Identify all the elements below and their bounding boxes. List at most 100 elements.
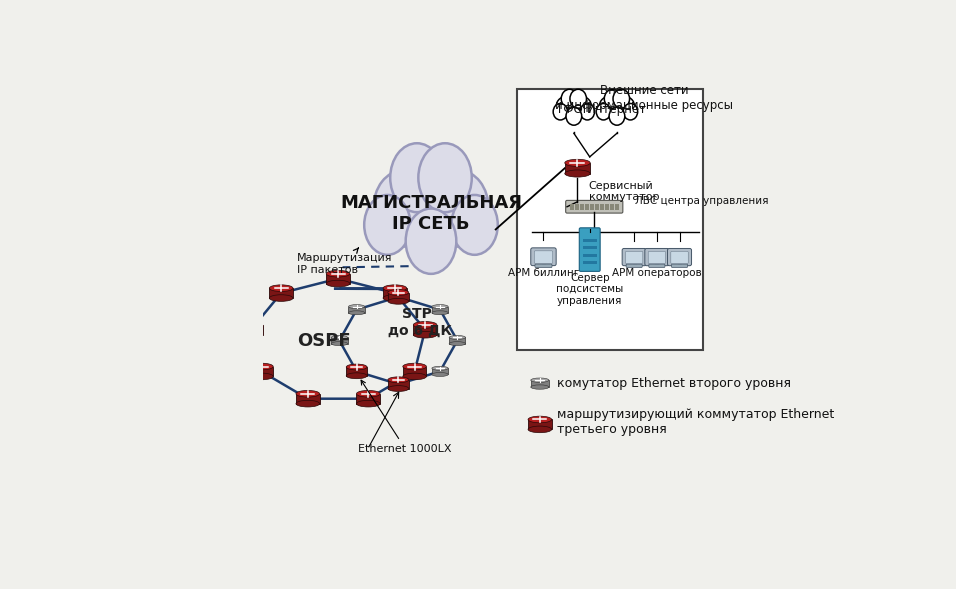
Ellipse shape	[413, 322, 437, 328]
Ellipse shape	[623, 104, 638, 120]
FancyBboxPatch shape	[671, 264, 687, 267]
FancyBboxPatch shape	[517, 89, 703, 350]
FancyBboxPatch shape	[402, 366, 426, 376]
Ellipse shape	[451, 195, 498, 255]
Ellipse shape	[383, 285, 406, 292]
Ellipse shape	[617, 97, 635, 118]
Ellipse shape	[402, 363, 426, 370]
FancyBboxPatch shape	[432, 368, 448, 375]
FancyBboxPatch shape	[239, 325, 263, 335]
FancyBboxPatch shape	[566, 200, 623, 213]
Text: АРМ операторов: АРМ операторов	[612, 268, 702, 278]
Ellipse shape	[528, 426, 552, 433]
FancyBboxPatch shape	[667, 249, 691, 266]
Text: ЛВС центра управления: ЛВС центра управления	[635, 196, 769, 206]
Ellipse shape	[349, 305, 365, 309]
Ellipse shape	[613, 90, 630, 108]
FancyBboxPatch shape	[625, 252, 642, 263]
Ellipse shape	[562, 92, 586, 119]
Ellipse shape	[392, 153, 469, 252]
FancyBboxPatch shape	[579, 228, 600, 272]
FancyBboxPatch shape	[388, 293, 409, 302]
Ellipse shape	[250, 373, 273, 380]
Text: Внешние сети
и информационные ресурсы: Внешние сети и информационные ресурсы	[555, 84, 733, 112]
FancyBboxPatch shape	[331, 337, 348, 343]
Ellipse shape	[597, 104, 611, 120]
Text: Ethernet 1000LX: Ethernet 1000LX	[358, 380, 452, 454]
Ellipse shape	[531, 378, 549, 382]
Ellipse shape	[599, 97, 618, 118]
Ellipse shape	[429, 170, 489, 247]
Text: МАГИСТРАЛЬНАЯ
IP СЕТЬ: МАГИСТРАЛЬНАЯ IP СЕТЬ	[340, 194, 522, 233]
Ellipse shape	[239, 332, 263, 338]
Ellipse shape	[349, 311, 365, 315]
FancyBboxPatch shape	[596, 204, 598, 210]
FancyBboxPatch shape	[542, 263, 545, 265]
Text: маршрутизирующий коммутатор Ethernet
третьего уровня: маршрутизирующий коммутатор Ethernet тре…	[557, 408, 835, 436]
Ellipse shape	[609, 107, 625, 125]
Ellipse shape	[561, 90, 577, 108]
FancyBboxPatch shape	[583, 239, 597, 242]
Text: ТФОП: ТФОП	[556, 102, 592, 115]
FancyBboxPatch shape	[583, 246, 597, 249]
Ellipse shape	[580, 104, 595, 120]
Ellipse shape	[346, 364, 367, 370]
FancyBboxPatch shape	[633, 264, 636, 265]
FancyBboxPatch shape	[449, 337, 466, 343]
Text: Маршрутизация
IP пакетов: Маршрутизация IP пакетов	[297, 248, 393, 274]
FancyBboxPatch shape	[622, 249, 646, 266]
Ellipse shape	[388, 386, 409, 392]
Text: Сервер
подсистемы
управления: Сервер подсистемы управления	[556, 273, 623, 306]
FancyBboxPatch shape	[571, 204, 574, 210]
FancyBboxPatch shape	[645, 249, 669, 266]
Ellipse shape	[250, 363, 273, 370]
FancyBboxPatch shape	[413, 325, 437, 335]
FancyBboxPatch shape	[535, 264, 552, 267]
FancyBboxPatch shape	[591, 204, 594, 210]
Ellipse shape	[346, 373, 367, 379]
FancyBboxPatch shape	[605, 204, 609, 210]
FancyBboxPatch shape	[583, 254, 597, 257]
FancyBboxPatch shape	[270, 288, 293, 298]
Ellipse shape	[326, 280, 350, 287]
Ellipse shape	[554, 104, 568, 120]
Text: Интернет: Интернет	[587, 102, 647, 115]
Text: АРМ биллинг: АРМ биллинг	[508, 268, 579, 278]
FancyBboxPatch shape	[616, 204, 619, 210]
Ellipse shape	[374, 170, 432, 247]
Ellipse shape	[239, 322, 263, 328]
FancyBboxPatch shape	[649, 264, 665, 267]
Ellipse shape	[565, 170, 590, 177]
Ellipse shape	[432, 305, 448, 309]
Ellipse shape	[432, 372, 448, 376]
Ellipse shape	[388, 377, 409, 383]
FancyBboxPatch shape	[349, 307, 365, 313]
Ellipse shape	[574, 97, 592, 118]
FancyBboxPatch shape	[678, 264, 681, 265]
FancyBboxPatch shape	[250, 366, 273, 376]
FancyBboxPatch shape	[600, 204, 604, 210]
Ellipse shape	[331, 342, 348, 346]
Ellipse shape	[270, 294, 293, 302]
Ellipse shape	[331, 336, 348, 339]
FancyBboxPatch shape	[528, 419, 552, 429]
FancyBboxPatch shape	[432, 307, 448, 313]
Ellipse shape	[432, 366, 448, 370]
Text: Сервисный
коммутатор: Сервисный коммутатор	[589, 181, 660, 203]
FancyBboxPatch shape	[388, 380, 409, 389]
Ellipse shape	[531, 385, 549, 389]
Ellipse shape	[357, 391, 380, 397]
FancyBboxPatch shape	[326, 274, 350, 283]
FancyBboxPatch shape	[648, 252, 665, 263]
Ellipse shape	[604, 90, 620, 108]
Text: STP
 до 6 ДК: STP до 6 ДК	[383, 307, 452, 337]
Ellipse shape	[296, 391, 319, 397]
FancyBboxPatch shape	[534, 251, 553, 263]
FancyBboxPatch shape	[583, 261, 597, 264]
Ellipse shape	[390, 143, 444, 212]
FancyBboxPatch shape	[671, 252, 688, 263]
FancyBboxPatch shape	[576, 204, 579, 210]
FancyBboxPatch shape	[531, 248, 556, 266]
Ellipse shape	[413, 332, 437, 338]
Ellipse shape	[402, 373, 426, 380]
